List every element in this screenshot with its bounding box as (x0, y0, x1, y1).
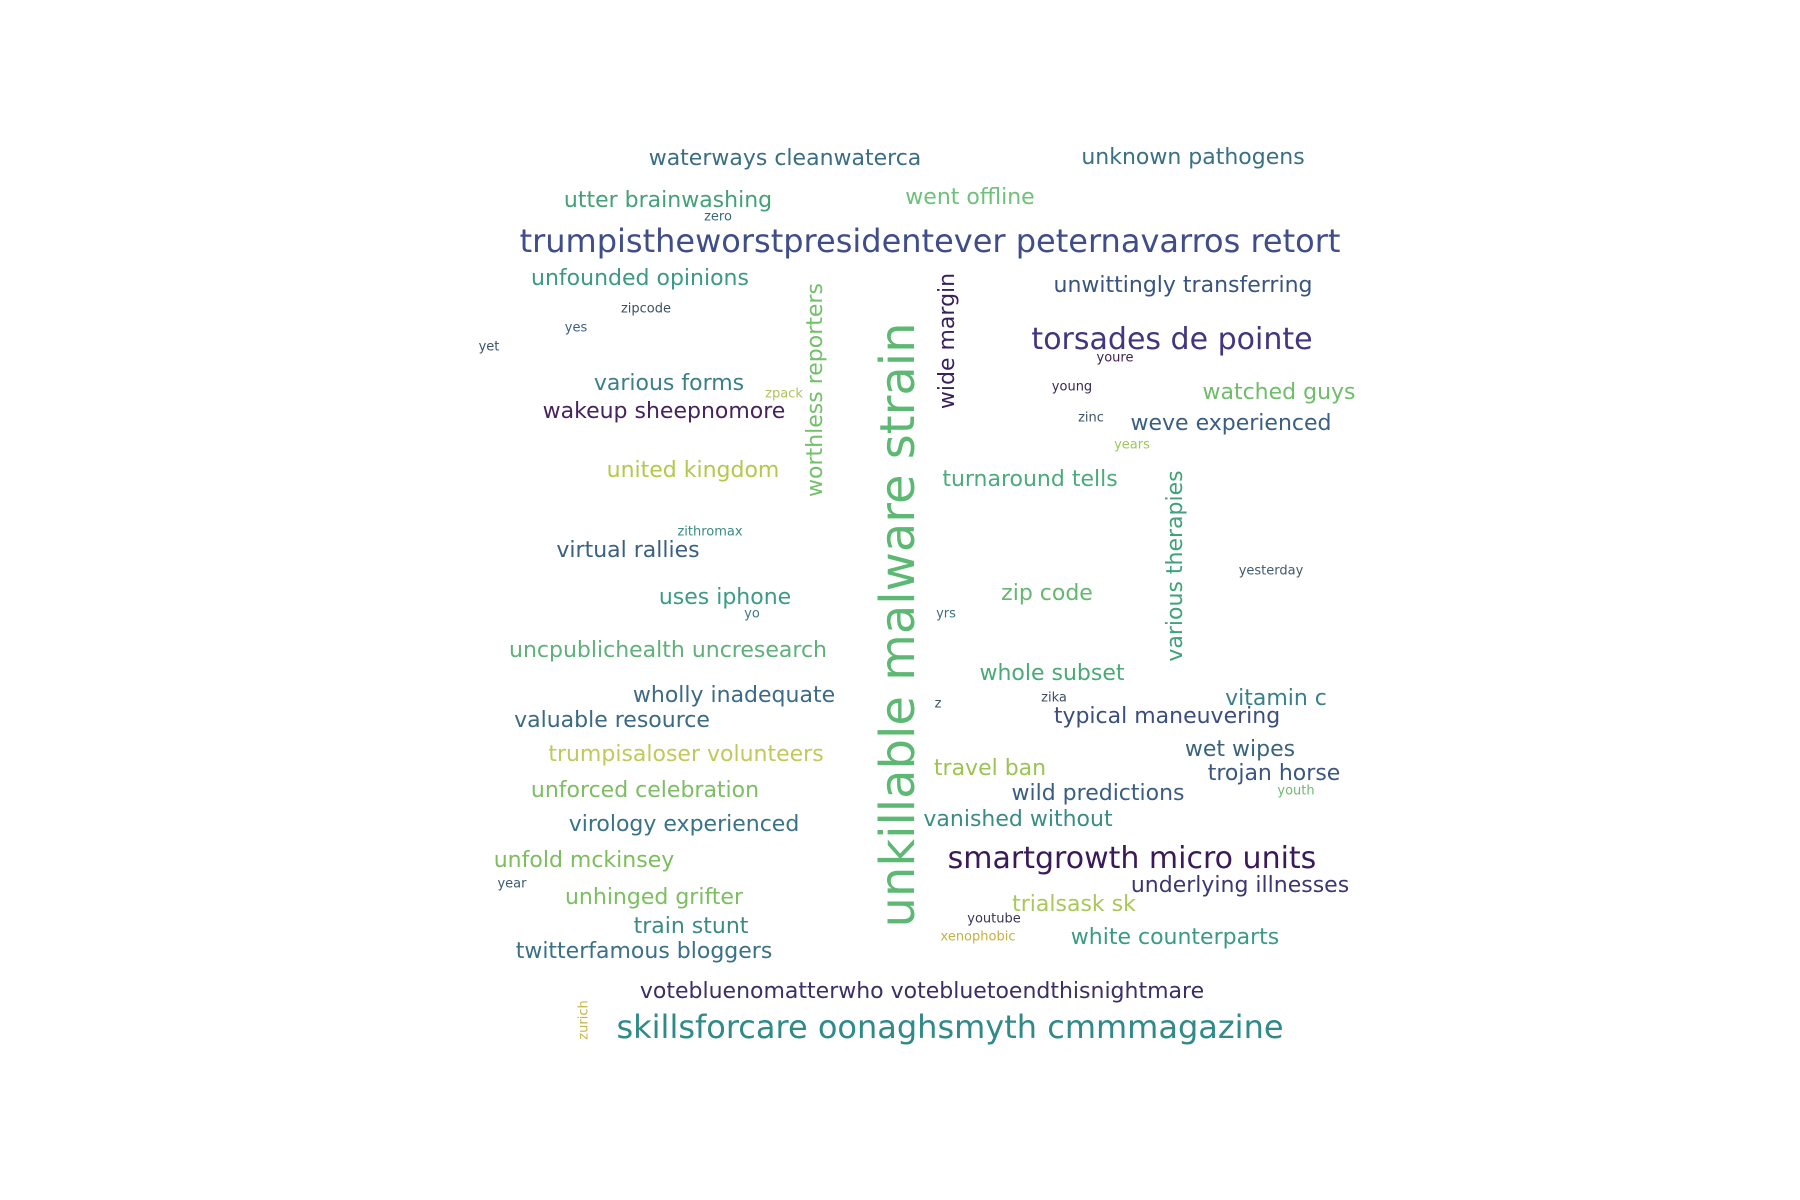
word-wholly-inadequate: wholly inadequate (632, 683, 836, 708)
word-valuable-resource: valuable resource (514, 708, 710, 733)
word-zurich: zurich (576, 1000, 592, 1040)
word-zika: zika (1041, 690, 1067, 706)
word-turnaround-tells: turnaround tells (942, 467, 1118, 492)
word-wet-wipes: wet wipes (1184, 737, 1296, 762)
word-wild-predictions: wild predictions (1011, 781, 1185, 806)
word-waterways-cleanwaterca: waterways cleanwaterca (648, 146, 922, 171)
word-white-counterparts: white counterparts (1070, 925, 1280, 950)
word-year: year (497, 876, 527, 892)
word-torsades-de-pointe: torsades de pointe (1031, 322, 1313, 357)
word-youre: youre (1096, 350, 1134, 366)
word-skillsforcare-oonaghsmyth-cmmmagazine: skillsforcare oonaghsmyth cmmmagazine (616, 1008, 1284, 1046)
word-votebluenomatterwho-votebluetoendthisnightmare: votebluenomatterwho votebluetoendthisnig… (639, 979, 1205, 1004)
word-z: z (934, 696, 942, 712)
word-train-stunt: train stunt (633, 914, 749, 939)
word-zero: zero (704, 209, 732, 225)
word-unkillable-malware-strain: unkillable malware strain (870, 322, 926, 928)
word-trialsask-sk: trialsask sk (1012, 892, 1136, 917)
word-wide-margin: wide margin (935, 272, 960, 410)
word-virology-experienced: virology experienced (568, 812, 800, 837)
word-vanished-without: vanished without (923, 807, 1113, 832)
word-vitamin-c: vitamin c (1225, 686, 1327, 711)
word-wakeup-sheepnomore: wakeup sheepnomore (542, 399, 786, 424)
word-xenophobic: xenophobic (940, 929, 1016, 945)
word-yo: yo (744, 606, 760, 622)
word-utter-brainwashing: utter brainwashing (563, 188, 773, 213)
word-whole-subset: whole subset (979, 661, 1125, 686)
word-united-kingdom: united kingdom (606, 458, 780, 483)
word-travel-ban: travel ban (933, 756, 1047, 781)
word-underlying-illnesses: underlying illnesses (1130, 873, 1350, 898)
word-young: young (1051, 379, 1093, 395)
word-trumpisaloser-volunteers: trumpisaloser volunteers (548, 742, 824, 767)
word-various-therapies: various therapies (1163, 470, 1188, 662)
word-unknown-pathogens: unknown pathogens (1081, 145, 1305, 170)
word-zip-code: zip code (1001, 581, 1093, 606)
word-trumpistheworstpresidentever-peternavarros-retort: trumpistheworstpresidentever peternavarr… (519, 222, 1341, 260)
word-yesterday: yesterday (1238, 563, 1304, 579)
word-zinc: zinc (1078, 410, 1104, 426)
word-unhinged-grifter: unhinged grifter (564, 885, 744, 910)
word-zithromax: zithromax (677, 524, 743, 540)
word-smartgrowth-micro-units: smartgrowth micro units (947, 841, 1317, 876)
word-virtual-rallies: virtual rallies (556, 538, 700, 563)
word-trojan-horse: trojan horse (1207, 761, 1341, 786)
word-youtube: youtube (967, 911, 1021, 927)
word-uses-iphone: uses iphone (658, 585, 792, 610)
word-zipcode: zipcode (620, 301, 672, 317)
word-unfounded-opinions: unfounded opinions (531, 266, 749, 291)
word-youth: youth (1277, 783, 1315, 799)
word-watched-guys: watched guys (1202, 380, 1356, 405)
word-went-offline: went offline (905, 185, 1035, 210)
word-unforced-celebration: unforced celebration (530, 778, 760, 803)
word-various-forms: various forms (593, 371, 745, 396)
word-zpack: zpack (765, 386, 803, 402)
word-weve-experienced: weve experienced (1130, 411, 1332, 436)
word-twitterfamous-bloggers: twitterfamous bloggers (515, 939, 773, 964)
word-unwittingly-transferring: unwittingly transferring (1053, 273, 1313, 298)
word-unfold-mckinsey: unfold mckinsey (493, 848, 675, 873)
word-years: years (1114, 437, 1150, 453)
word-typical-maneuvering: typical maneuvering (1053, 704, 1281, 729)
word-yes: yes (564, 320, 588, 336)
word-yrs: yrs (936, 606, 956, 622)
word-uncpublichealth-uncresearch: uncpublichealth uncresearch (509, 638, 827, 663)
word-yet: yet (478, 339, 500, 355)
word-worthless-reporters: worthless reporters (803, 283, 828, 497)
